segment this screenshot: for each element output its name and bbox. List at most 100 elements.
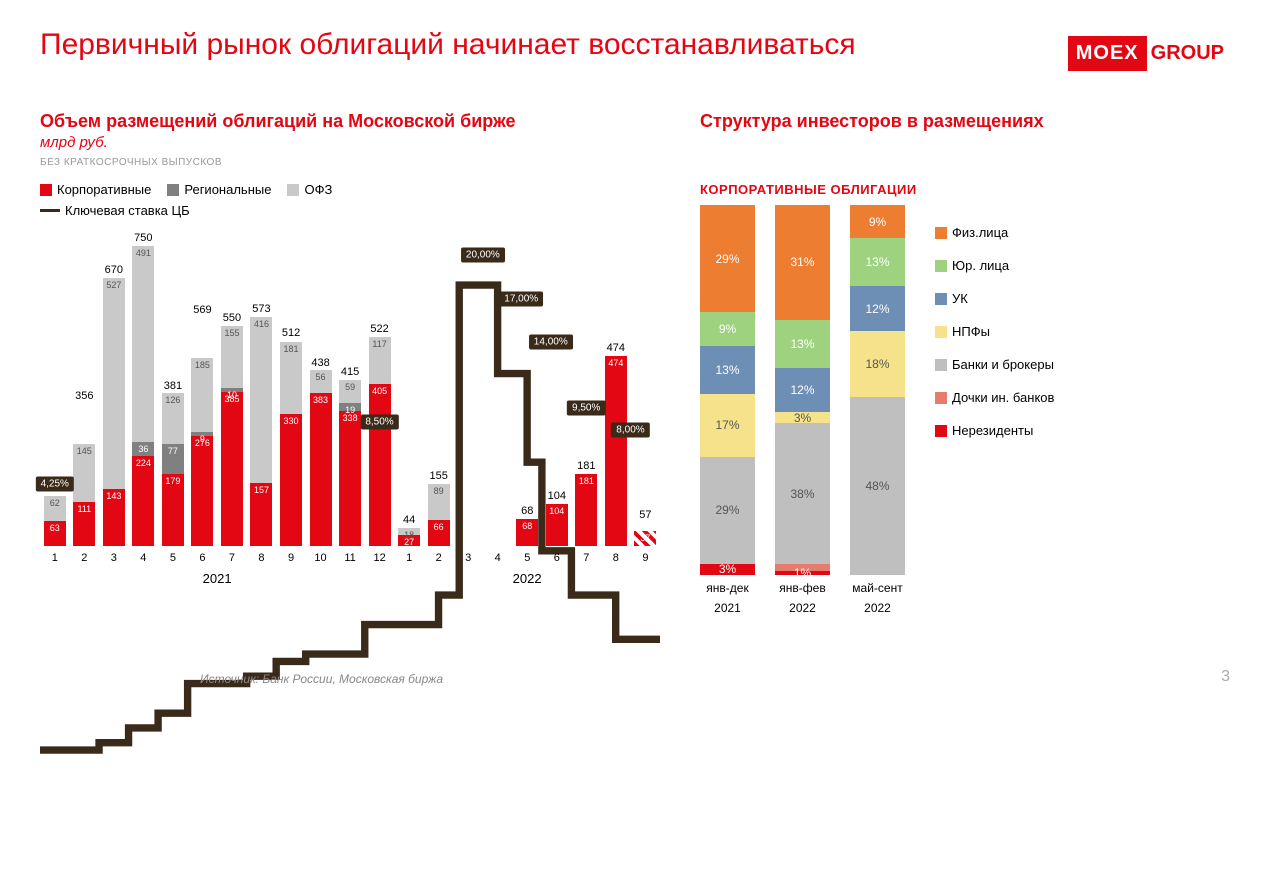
x-axis-label: 3 (99, 552, 129, 564)
x-axis-label: 8 (247, 552, 277, 564)
bar-col: 38117977126 (159, 393, 187, 546)
bar-col: 104104 (543, 504, 571, 546)
bar-col: 5737 (632, 531, 660, 546)
stacked-column: 48%18%12%13%9%май-сент2022 (850, 205, 905, 615)
right-legend-label: Нерезиденты (952, 423, 1033, 438)
stacked-col-label: май-сент (852, 581, 902, 595)
bar-col: 442718 (395, 528, 423, 546)
x-axis-label: 6 (188, 552, 218, 564)
swatch-icon (935, 326, 947, 338)
stacked-col-year: 2021 (714, 601, 741, 615)
x-axis-label: 5 (513, 552, 543, 564)
stacked-segment: 48% (850, 397, 905, 575)
right-legend-item: Банки и брокеры (935, 357, 1054, 372)
bar-col: 356111145 (71, 444, 99, 546)
stacked-segment: 9% (850, 205, 905, 238)
x-axis-label: 3 (453, 552, 483, 564)
x-axis-label: 4 (129, 552, 159, 564)
left-legend-rate: Ключевая ставка ЦБ (40, 203, 660, 218)
stacked-segment: 9% (700, 312, 755, 345)
right-legend-label: УК (952, 291, 968, 306)
swatch-corp (40, 184, 52, 196)
bar-col: 512330181 (277, 342, 305, 546)
swatch-icon (935, 260, 947, 272)
stacked-segment: 38% (775, 423, 830, 564)
right-legend-item: Физ.лица (935, 225, 1054, 240)
stacked-col-label: янв-фев (779, 581, 825, 595)
stacked-col-year: 2022 (789, 601, 816, 615)
right-legend-label: НПФы (952, 324, 990, 339)
year-label: 2022 (394, 571, 660, 586)
x-axis-label: 1 (394, 552, 424, 564)
stacked-segment: 12% (775, 368, 830, 412)
moex-logo: MOEX GROUP (1068, 36, 1224, 71)
x-axis-label: 5 (158, 552, 188, 564)
x-axis-label: 10 (306, 552, 336, 564)
stacked-segment: 1% (775, 571, 830, 575)
swatch-icon (935, 359, 947, 371)
bar-col: 1556689 (425, 484, 453, 546)
swatch-icon (935, 293, 947, 305)
right-legend-label: Физ.лица (952, 225, 1008, 240)
right-legend-label: Дочки ин. банков (952, 390, 1054, 405)
swatch-ofz (287, 184, 299, 196)
stacked-column: 1% 38%3%12%13%31% янв-фев 2022 (775, 205, 830, 615)
legend-label-rate: Ключевая ставка ЦБ (65, 203, 190, 218)
right-legend-item: Нерезиденты (935, 423, 1054, 438)
stacked-col-year: 2022 (864, 601, 891, 615)
stacked-segment: 3% (775, 412, 830, 423)
logo-box: MOEX (1068, 36, 1147, 71)
right-chart-subhead: КОРПОРАТИВНЫЕ ОБЛИГАЦИИ (700, 182, 1224, 197)
right-legend: Физ.лица Юр. лица УК НПФы Банки и брокеры Доч… (935, 225, 1054, 615)
stacked-segment: 29% (700, 205, 755, 312)
bar-col: 573157416 (248, 317, 276, 546)
year-label: 2021 (40, 571, 394, 586)
bar-col: 1256362 (41, 496, 69, 546)
bar-col: 55038510155 (218, 326, 246, 546)
left-legend-series: Корпоративные Региональные ОФЗ (40, 182, 660, 197)
page-number: 3 (1221, 668, 1230, 686)
x-axis-label: 9 (631, 552, 661, 564)
right-legend-label: Юр. лица (952, 258, 1009, 273)
right-legend-item: Дочки ин. банков (935, 390, 1054, 405)
swatch-icon (935, 425, 947, 437)
stacked-segment: 13% (775, 320, 830, 368)
left-bar-chart: 1256362356111145670143527750224364913811… (40, 226, 660, 586)
bar-col: 43838356 (307, 370, 335, 546)
x-axis-label: 11 (335, 552, 365, 564)
slide-title: Первичный рынок облигаций начинает восст… (40, 28, 856, 62)
x-axis-label: 7 (217, 552, 247, 564)
stacked-segment: 31% (775, 205, 830, 320)
stacked-segment: 13% (700, 346, 755, 394)
legend-label-reg: Региональные (184, 182, 271, 197)
right-legend-item: Юр. лица (935, 258, 1054, 273)
bar-col: 522405117 (366, 337, 394, 546)
x-axis-label: 2 (70, 552, 100, 564)
x-axis-label: 1 (40, 552, 70, 564)
x-axis-label: 4 (483, 552, 513, 564)
stacked-segment: 17% (700, 394, 755, 457)
x-axis-label: 6 (542, 552, 572, 564)
stacked-segment: 29% (700, 457, 755, 564)
x-axis-label: 7 (572, 552, 602, 564)
swatch-rate-line (40, 209, 60, 212)
source-footer: Источник: Банк России, Московская биржа (200, 672, 443, 686)
stacked-segment: 13% (850, 238, 905, 286)
bar-col: 670143527 (100, 278, 128, 546)
left-chart-note: БЕЗ КРАТКОСРОЧНЫХ ВЫПУСКОВ (40, 157, 660, 168)
swatch-icon (935, 227, 947, 239)
legend-label-ofz: ОФЗ (304, 182, 332, 197)
x-axis-label: 8 (601, 552, 631, 564)
right-chart-title: Структура инвесторов в размещениях (700, 111, 1224, 132)
bar-col: 75022436491 (130, 246, 158, 546)
swatch-icon (935, 392, 947, 404)
legend-label-corp: Корпоративные (57, 182, 151, 197)
logo-text: GROUP (1151, 42, 1224, 65)
left-chart-title: Объем размещений облигаций на Московской… (40, 111, 660, 132)
bar-col: 474474 (602, 356, 630, 546)
stacked-segment: 18% (850, 331, 905, 398)
stacked-columns: 3%29%17%13%9%29%янв-дек20211%38%3%12%13%… (700, 205, 905, 615)
stacked-column: 3%29%17%13%9%29%янв-дек2021 (700, 205, 755, 615)
bar-col: 5692769185 (189, 358, 217, 546)
bar-col: 6868 (514, 519, 542, 546)
